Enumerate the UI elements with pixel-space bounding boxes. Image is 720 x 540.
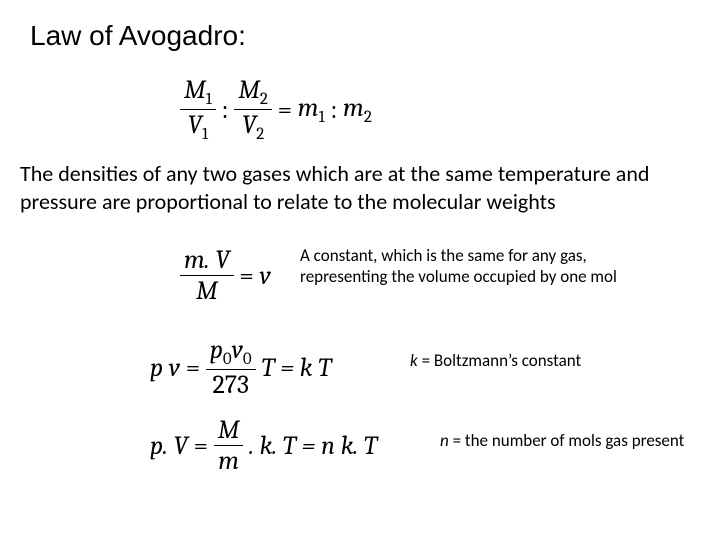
note-molar-volume: A constant, which is the same for any ga…: [300, 245, 630, 288]
note-boltzmann: k = Boltzmann’s constant: [410, 350, 581, 371]
slide: Law of Avogadro: M1 V1 : M2 V2 = m1 : m2…: [0, 0, 720, 540]
equation-molar-volume: m. V M = v: [180, 245, 271, 306]
title: Law of Avogadro:: [30, 20, 246, 52]
note-mols: n = the number of mols gas present: [440, 430, 684, 451]
body-text: The densities of any two gases which are…: [20, 160, 700, 215]
equation-density-ratio: M1 V1 : M2 V2 = m1 : m2: [180, 75, 372, 144]
equation-ideal-gas: p. V = M m . k. T = n k. T: [150, 415, 377, 476]
equation-boltzmann: p v = p0v0 273 T = k T: [150, 335, 331, 400]
